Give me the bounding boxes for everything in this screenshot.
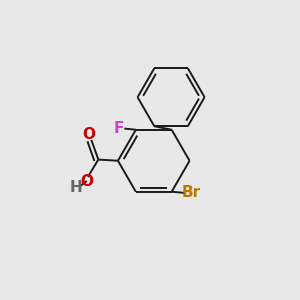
Text: Br: Br	[182, 185, 201, 200]
Text: F: F	[114, 121, 124, 136]
Text: O: O	[82, 128, 96, 142]
Text: O: O	[80, 175, 93, 190]
Text: H: H	[70, 181, 82, 196]
